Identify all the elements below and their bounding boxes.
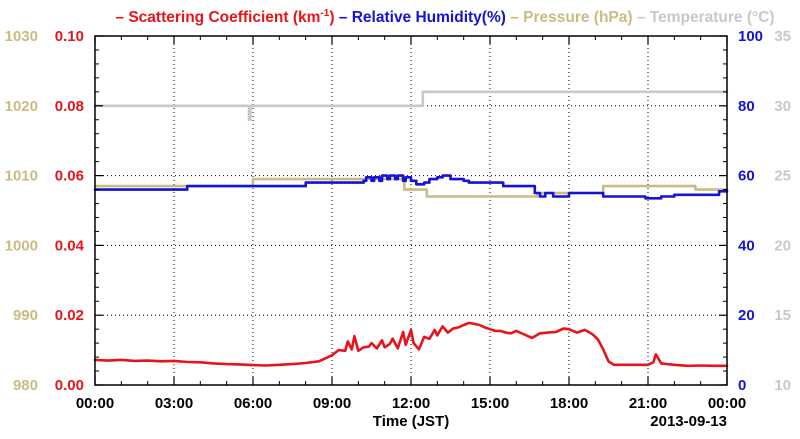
x-tick-label: 00:00 — [708, 395, 746, 412]
humidity-axis-tick-label: 60 — [738, 168, 755, 185]
scattering-axis-tick-label: 0.06 — [55, 168, 84, 185]
scattering-axis-tick-label: 0.00 — [55, 377, 84, 394]
temperature-axis-tick-label: 25 — [774, 168, 791, 185]
x-tick-label: 18:00 — [550, 395, 588, 412]
legend-item: – Relative Humidity(%) — [335, 9, 506, 26]
tick-layer — [94, 35, 728, 386]
humidity-axis-tick-label: 80 — [738, 98, 755, 115]
humidity-axis-tick-label: 0 — [738, 377, 746, 394]
series-pressure — [93, 177, 729, 198]
axis-label-layer: 00:00 03:00 06:00 09:00 12:00 15:00 18:00 21:00… — [5, 28, 791, 412]
series-relative-humidity — [93, 174, 729, 200]
x-tick-label: 09:00 — [313, 395, 351, 412]
date-label: 2013-09-13 — [650, 413, 727, 430]
temperature-axis-tick-label: 10 — [774, 377, 791, 394]
temperature-axis-tick-label: 35 — [774, 28, 791, 45]
legend-suffix: ) — [329, 9, 334, 26]
humidity-axis-tick-label: 100 — [738, 28, 763, 45]
legend-item: – Temperature (°C) — [633, 9, 775, 26]
temperature-axis-tick-label: 15 — [774, 307, 791, 324]
pressure-axis-tick-label: 1030 — [5, 28, 38, 45]
legend-superscript: -1 — [320, 8, 329, 19]
x-tick-label: 21:00 — [629, 395, 667, 412]
pressure-axis-tick-label: 990 — [13, 307, 38, 324]
legend-item: – Scattering Coefficient (km — [115, 9, 320, 26]
x-axis-title: Time (JST) — [373, 413, 449, 430]
scattering-axis-tick-label: 0.04 — [55, 237, 85, 254]
scattering-axis-tick-label: 0.02 — [55, 307, 84, 324]
temperature-axis-tick-label: 20 — [774, 237, 791, 254]
x-tick-label: 03:00 — [155, 395, 193, 412]
x-tick-label: 15:00 — [471, 395, 509, 412]
legend-item: – Pressure (hPa) — [506, 9, 633, 26]
legend: – Scattering Coefficient (km-1) – Relati… — [115, 8, 774, 26]
series-layer — [93, 90, 729, 368]
pressure-axis-tick-label: 1020 — [5, 98, 38, 115]
pressure-axis-tick-label: 980 — [13, 377, 38, 394]
scattering-axis-tick-label: 0.08 — [55, 98, 84, 115]
humidity-axis-tick-label: 40 — [738, 237, 755, 254]
series-scattering-coefficient — [93, 321, 729, 368]
scattering-axis-tick-label: 0.10 — [55, 28, 84, 45]
humidity-axis-tick-label: 20 — [738, 307, 755, 324]
pressure-axis-tick-label: 1000 — [5, 237, 38, 254]
x-tick-label: 12:00 — [392, 395, 430, 412]
x-tick-label: 06:00 — [234, 395, 272, 412]
x-tick-label: 00:00 — [76, 395, 114, 412]
pressure-axis-tick-label: 1010 — [5, 168, 38, 185]
series-temperature — [93, 90, 729, 122]
temperature-axis-tick-label: 30 — [774, 98, 791, 115]
